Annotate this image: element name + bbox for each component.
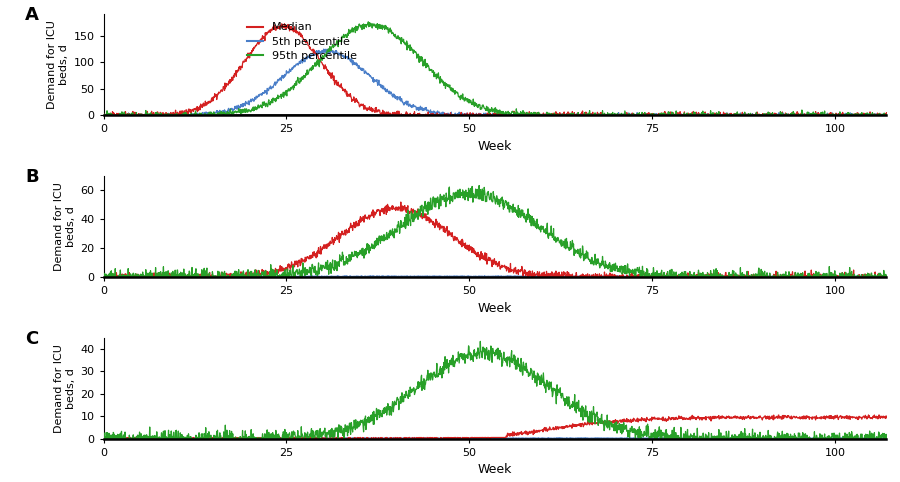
Text: B: B bbox=[25, 168, 39, 186]
Y-axis label: Demand for ICU
beds, d: Demand for ICU beds, d bbox=[47, 21, 69, 109]
Text: C: C bbox=[25, 330, 39, 348]
X-axis label: Week: Week bbox=[478, 463, 512, 476]
X-axis label: Week: Week bbox=[478, 302, 512, 315]
Y-axis label: Demand for ICU
beds, d: Demand for ICU beds, d bbox=[54, 344, 76, 432]
Text: A: A bbox=[25, 6, 39, 25]
Legend: Median, 5th percentile, 95th percentile: Median, 5th percentile, 95th percentile bbox=[242, 18, 362, 66]
Y-axis label: Demand for ICU
beds, d: Demand for ICU beds, d bbox=[54, 182, 76, 271]
X-axis label: Week: Week bbox=[478, 140, 512, 153]
